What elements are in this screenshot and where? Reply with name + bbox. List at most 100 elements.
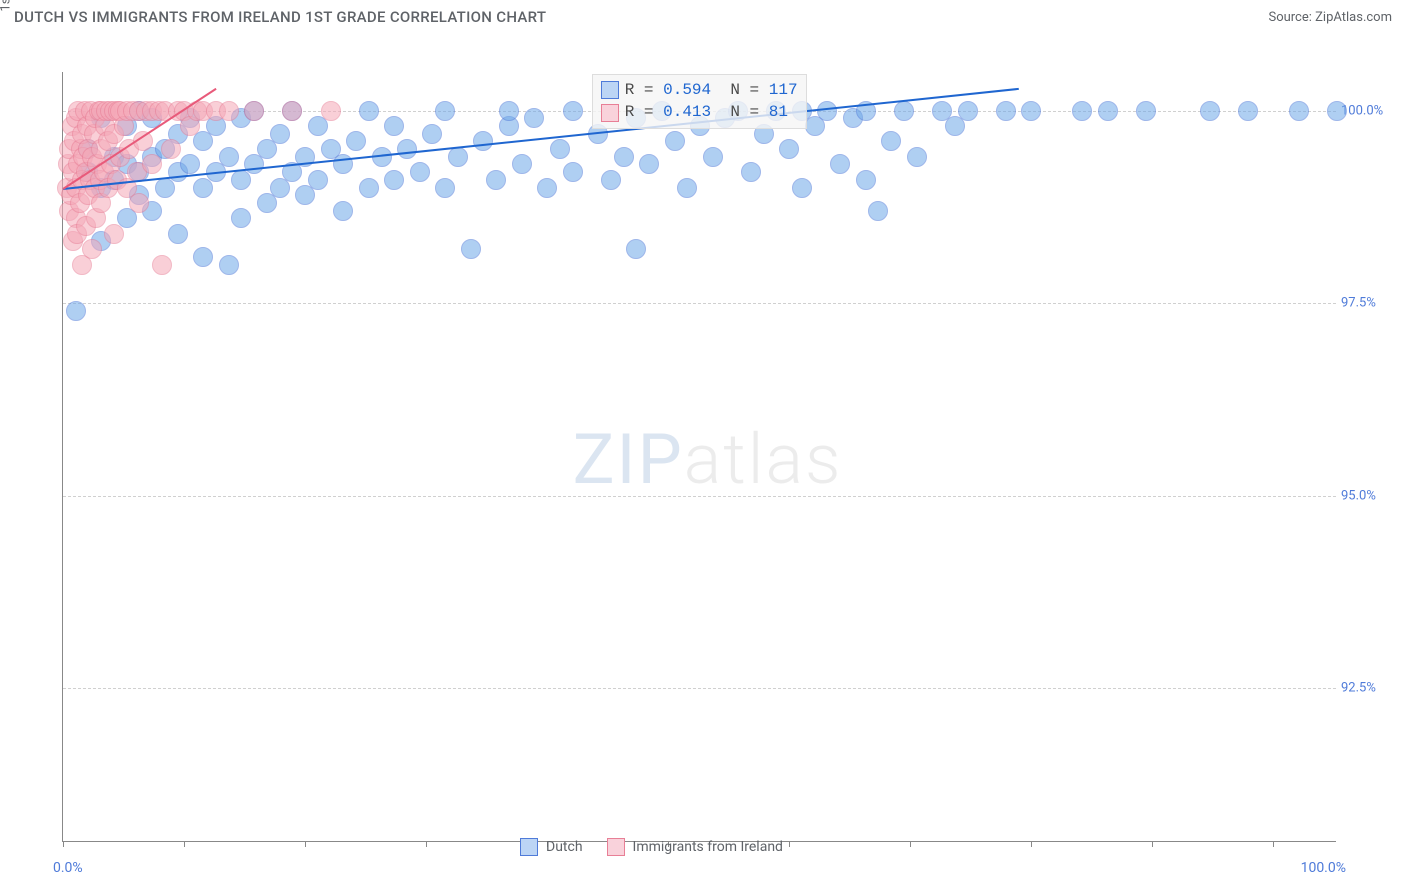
data-point — [473, 131, 493, 151]
data-point — [397, 139, 417, 159]
y-axis-label: 1st Grade — [0, 0, 14, 12]
data-point — [346, 131, 366, 151]
y-tick-label: 97.5% — [1341, 296, 1396, 311]
data-point — [958, 101, 978, 121]
stats-text: R = 0.413 N = 81 — [625, 101, 788, 123]
data-point — [1072, 101, 1092, 121]
data-point — [435, 178, 455, 198]
data-point — [1289, 101, 1309, 121]
gridline — [63, 303, 1336, 304]
data-point — [66, 301, 86, 321]
legend-item: Dutch — [520, 838, 583, 856]
data-point — [168, 224, 188, 244]
data-point — [359, 101, 379, 121]
y-tick-label: 100.0% — [1341, 103, 1396, 118]
data-point — [907, 147, 927, 167]
data-point — [665, 131, 685, 151]
data-point — [161, 139, 181, 159]
data-point — [308, 170, 328, 190]
x-tick — [1273, 841, 1274, 847]
x-tick — [910, 841, 911, 847]
plot-area: ZIPatlas 100.0%97.5%95.0%92.5%0.0%100.0%… — [62, 72, 1336, 842]
x-axis-min-label: 0.0% — [53, 860, 83, 876]
stats-text: R = 0.594 N = 117 — [625, 79, 798, 101]
data-point — [894, 101, 914, 121]
data-point — [1136, 101, 1156, 121]
data-point — [219, 147, 239, 167]
legend-label: Immigrants from Ireland — [633, 839, 783, 855]
data-point — [996, 101, 1016, 121]
data-point — [333, 201, 353, 221]
legend: Dutch Immigrants from Ireland — [520, 838, 783, 856]
data-point — [231, 208, 251, 228]
data-point — [152, 255, 172, 275]
data-point — [703, 147, 723, 167]
data-point — [792, 178, 812, 198]
chart-header: DUTCH VS IMMIGRANTS FROM IRELAND 1ST GRA… — [0, 0, 1406, 32]
x-tick — [426, 841, 427, 847]
data-point — [881, 131, 901, 151]
x-axis-max-label: 100.0% — [1301, 860, 1346, 876]
data-point — [1098, 101, 1118, 121]
x-tick — [1152, 841, 1153, 847]
data-point — [1327, 101, 1347, 121]
data-point — [601, 170, 621, 190]
data-point — [677, 178, 697, 198]
data-point — [563, 101, 583, 121]
data-point — [563, 162, 583, 182]
data-point — [537, 178, 557, 198]
data-point — [614, 147, 634, 167]
data-point — [779, 139, 799, 159]
y-tick-label: 92.5% — [1341, 681, 1396, 696]
data-point — [512, 154, 532, 174]
data-point — [435, 101, 455, 121]
data-point — [359, 178, 379, 198]
data-point — [550, 139, 570, 159]
data-point — [448, 147, 468, 167]
data-point — [741, 162, 761, 182]
data-point — [180, 154, 200, 174]
data-point — [282, 101, 302, 121]
x-tick — [184, 841, 185, 847]
x-tick — [63, 841, 64, 847]
data-point — [219, 101, 239, 121]
data-point — [82, 239, 102, 259]
legend-swatch — [601, 81, 619, 99]
data-point — [142, 154, 162, 174]
y-tick-label: 95.0% — [1341, 488, 1396, 503]
legend-label: Dutch — [546, 839, 583, 855]
data-point — [244, 101, 264, 121]
data-point — [461, 239, 481, 259]
data-point — [384, 170, 404, 190]
watermark-zip: ZIP — [573, 419, 684, 501]
data-point — [1021, 101, 1041, 121]
data-point — [486, 170, 506, 190]
gridline — [63, 688, 1336, 689]
data-point — [422, 124, 442, 144]
legend-swatch — [601, 104, 619, 122]
data-point — [499, 101, 519, 121]
legend-item: Immigrants from Ireland — [607, 838, 783, 856]
data-point — [321, 101, 341, 121]
data-point — [270, 124, 290, 144]
data-point — [384, 116, 404, 136]
data-point — [219, 255, 239, 275]
data-point — [1200, 101, 1220, 121]
data-point — [856, 170, 876, 190]
data-point — [830, 154, 850, 174]
watermark-atlas: atlas — [684, 419, 843, 501]
data-point — [193, 247, 213, 267]
chart-source: Source: ZipAtlas.com — [1268, 10, 1392, 25]
stats-box: R = 0.594 N = 117R = 0.413 N = 81 — [592, 74, 807, 129]
data-point — [524, 108, 544, 128]
watermark: ZIPatlas — [573, 419, 843, 501]
data-point — [129, 193, 149, 213]
legend-swatch — [520, 838, 538, 856]
data-point — [1238, 101, 1258, 121]
data-point — [639, 154, 659, 174]
data-point — [410, 162, 430, 182]
chart-title: DUTCH VS IMMIGRANTS FROM IRELAND 1ST GRA… — [14, 8, 546, 26]
data-point — [104, 224, 124, 244]
data-point — [626, 239, 646, 259]
stats-row: R = 0.413 N = 81 — [601, 101, 798, 123]
